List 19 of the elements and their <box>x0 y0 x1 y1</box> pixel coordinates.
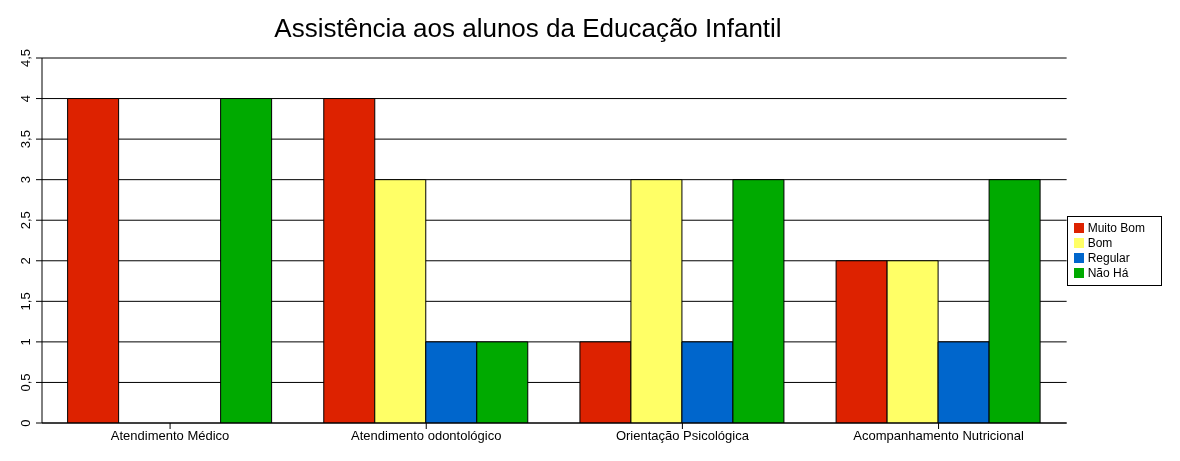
x-tick-label: Atendimento odontológico <box>351 428 502 444</box>
y-tick-label: 1 <box>18 338 33 346</box>
y-tick-label: 2 <box>18 257 33 265</box>
legend-label: Muito Bom <box>1087 220 1145 235</box>
legend-label: Não Há <box>1087 265 1129 280</box>
y-tick-label: 3 <box>18 176 33 184</box>
chart-title: Assistência aos alunos da Educação Infantil <box>273 12 783 45</box>
y-tick-label: 0 <box>18 419 33 427</box>
x-tick-label: Orientação Psicológica <box>615 428 750 444</box>
x-tick-label: Acompanhamento Nutricional <box>853 428 1024 444</box>
y-tick-label: 4 <box>18 94 33 103</box>
y-tick-label: 0,5 <box>18 373 33 392</box>
legend-label: Bom <box>1087 235 1113 250</box>
x-tick-label: Atendimento Médico <box>110 428 230 444</box>
legend-label: Regular <box>1087 250 1130 265</box>
y-tick-label: 3,5 <box>18 130 33 149</box>
y-tick-label: 4,5 <box>18 48 33 68</box>
y-tick-label: 1,5 <box>18 292 33 311</box>
y-tick-label: 2,5 <box>18 211 33 230</box>
